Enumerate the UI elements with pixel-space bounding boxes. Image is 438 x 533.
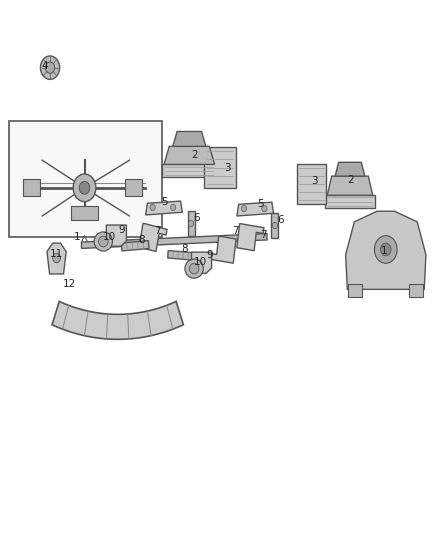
Text: 2: 2 <box>192 150 198 160</box>
Text: 9: 9 <box>206 251 213 260</box>
Circle shape <box>170 204 176 211</box>
Circle shape <box>150 204 155 211</box>
Circle shape <box>53 253 60 263</box>
Circle shape <box>241 205 247 212</box>
Text: 8: 8 <box>182 244 188 254</box>
Polygon shape <box>164 147 215 165</box>
Circle shape <box>272 222 278 229</box>
Text: 11: 11 <box>50 249 63 259</box>
Text: 9: 9 <box>119 225 125 235</box>
Polygon shape <box>121 240 149 251</box>
Circle shape <box>374 236 397 263</box>
Circle shape <box>262 205 267 212</box>
Text: 7: 7 <box>232 227 239 237</box>
Polygon shape <box>346 211 426 289</box>
Text: 5: 5 <box>161 197 168 207</box>
Polygon shape <box>204 147 236 188</box>
Polygon shape <box>325 195 375 208</box>
Polygon shape <box>168 251 194 260</box>
Text: 6: 6 <box>278 215 284 225</box>
Polygon shape <box>209 236 236 263</box>
Text: 2: 2 <box>347 175 354 185</box>
Polygon shape <box>146 201 182 215</box>
Polygon shape <box>81 233 267 248</box>
Bar <box>23 179 40 196</box>
Bar <box>410 284 424 297</box>
Ellipse shape <box>94 232 113 251</box>
Bar <box>71 206 98 220</box>
Text: 1: 1 <box>74 232 81 243</box>
Polygon shape <box>327 176 373 195</box>
Polygon shape <box>106 225 127 246</box>
Text: 1: 1 <box>381 246 387 255</box>
Circle shape <box>40 56 60 79</box>
Circle shape <box>188 220 194 227</box>
Text: 4: 4 <box>41 61 48 70</box>
Text: 12: 12 <box>63 279 76 289</box>
Ellipse shape <box>189 263 199 274</box>
Polygon shape <box>237 223 264 251</box>
Ellipse shape <box>99 236 108 247</box>
Text: 5: 5 <box>257 199 264 209</box>
Text: 10: 10 <box>102 232 116 242</box>
Text: 8: 8 <box>138 236 145 246</box>
Text: 6: 6 <box>193 213 200 223</box>
Polygon shape <box>191 252 212 273</box>
Polygon shape <box>335 163 365 176</box>
FancyBboxPatch shape <box>9 122 162 237</box>
Bar <box>348 284 362 297</box>
Circle shape <box>79 181 90 194</box>
Circle shape <box>381 243 391 256</box>
Polygon shape <box>47 243 66 274</box>
Text: 3: 3 <box>311 176 318 187</box>
Text: 3: 3 <box>224 163 231 173</box>
Text: 10: 10 <box>194 257 207 266</box>
Text: 7: 7 <box>260 230 267 240</box>
Polygon shape <box>173 132 206 147</box>
Polygon shape <box>187 211 194 236</box>
Polygon shape <box>297 164 326 204</box>
Text: 7: 7 <box>155 227 161 237</box>
Ellipse shape <box>185 259 203 278</box>
Polygon shape <box>52 301 184 340</box>
Circle shape <box>46 62 55 74</box>
Polygon shape <box>237 202 274 216</box>
Polygon shape <box>139 223 167 252</box>
Polygon shape <box>162 165 216 177</box>
Circle shape <box>73 174 96 201</box>
Polygon shape <box>272 213 279 238</box>
Bar <box>125 179 142 196</box>
